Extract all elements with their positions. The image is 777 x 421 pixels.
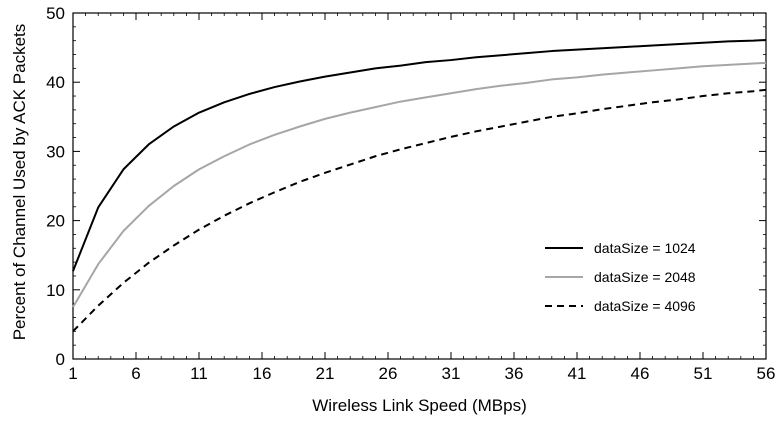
series-line-3 — [72, 88, 767, 333]
x-tick-label: 46 — [631, 364, 650, 383]
x-tick-label: 31 — [442, 364, 461, 383]
x-tick-label: 16 — [253, 364, 272, 383]
legend-label-1: dataSize = 1024 — [594, 240, 696, 256]
x-tick-label: 56 — [757, 364, 776, 383]
legend-label-3: dataSize = 4096 — [594, 298, 696, 314]
series-line-1 — [72, 38, 767, 272]
y-tick-label: 30 — [46, 142, 65, 161]
y-axis-title: Percent of Channel Used by ACK Packets — [10, 24, 29, 341]
y-tick-label: 10 — [46, 281, 65, 300]
x-tick-label: 26 — [379, 364, 398, 383]
x-tick-label: 1 — [68, 364, 77, 383]
legend: dataSize = 1024 dataSize = 2048 dataSize =… — [545, 240, 696, 314]
x-axis-title: Wireless Link Speed (MBps) — [312, 396, 526, 415]
x-tick-label: 41 — [568, 364, 587, 383]
series-line-2 — [72, 61, 767, 308]
x-tick-label: 21 — [316, 364, 335, 383]
y-tick-label: 20 — [46, 212, 65, 231]
x-tick-label: 6 — [131, 364, 140, 383]
x-tick-label: 36 — [505, 364, 524, 383]
x-tick-label: 51 — [694, 364, 713, 383]
y-tick-label: 50 — [46, 4, 65, 23]
y-tick-label: 0 — [56, 350, 65, 369]
series-lines — [72, 38, 767, 333]
legend-label-2: dataSize = 2048 — [594, 269, 696, 285]
plot-frame — [72, 12, 767, 360]
y-tick-label: 40 — [46, 73, 65, 92]
x-tick-label: 11 — [190, 364, 208, 383]
